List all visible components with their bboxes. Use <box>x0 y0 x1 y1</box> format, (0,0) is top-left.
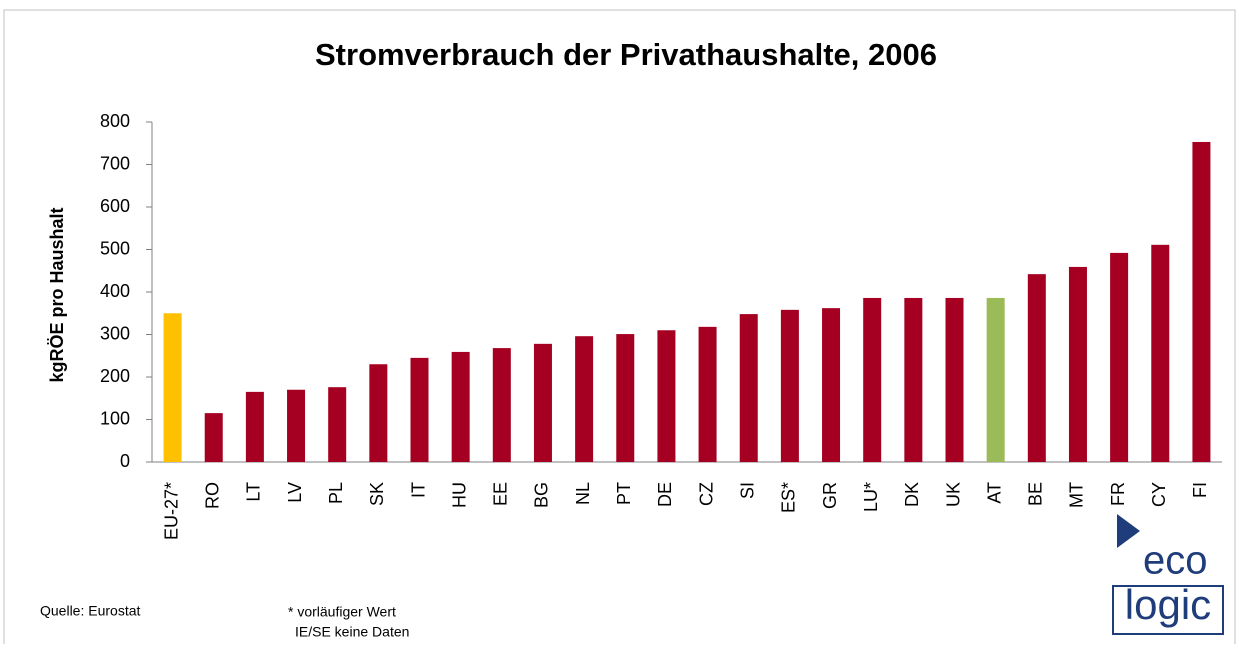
x-tick-label: MT <box>1067 482 1087 508</box>
x-tick-label: DK <box>902 482 922 507</box>
x-tick-label: LV <box>285 482 305 503</box>
x-tick-label: LT <box>244 482 264 502</box>
y-tick-label: 100 <box>100 408 130 428</box>
x-tick-label: NL <box>573 482 593 505</box>
x-tick-label: BE <box>1026 482 1046 506</box>
bar <box>1068 266 1087 462</box>
bar <box>451 351 470 462</box>
bar <box>533 343 552 462</box>
bar <box>945 297 964 462</box>
x-tick-label: GR <box>820 482 840 509</box>
chart-title: Stromverbrauch der Privathaushalte, 2006 <box>315 37 937 72</box>
y-tick-label: 0 <box>120 451 130 471</box>
x-tick-label: EE <box>491 482 511 506</box>
y-tick-label: 600 <box>100 196 130 216</box>
x-tick-label: LU* <box>861 482 881 512</box>
bar <box>780 309 799 462</box>
logo-text: logic <box>1125 581 1211 628</box>
x-tick-label: RO <box>202 482 222 509</box>
note: IE/SE keine Daten <box>295 624 409 640</box>
bar <box>698 326 717 462</box>
bar <box>575 336 594 462</box>
logo-box <box>1112 585 1224 635</box>
x-tick-label: CZ <box>696 482 716 506</box>
bar <box>863 297 882 462</box>
y-axis-label: kgRÖE pro Haushalt <box>47 207 67 382</box>
bar <box>1192 141 1211 462</box>
x-tick-label: IT <box>408 482 428 498</box>
bar <box>1151 244 1170 462</box>
note: * vorläufiger Wert <box>288 604 396 620</box>
x-tick-label: EU-27* <box>161 482 181 540</box>
bar <box>163 313 182 462</box>
bar <box>904 297 923 462</box>
bar <box>657 330 676 462</box>
x-tick-label: PL <box>326 482 346 504</box>
y-tick-label: 300 <box>100 323 130 343</box>
x-tick-label: CY <box>1149 482 1169 507</box>
x-tick-label: AT <box>984 482 1004 504</box>
x-tick-label: BG <box>532 482 552 508</box>
y-tick-label: 200 <box>100 366 130 386</box>
frame <box>3 9 1236 649</box>
bar <box>287 389 306 462</box>
bar <box>1027 274 1046 462</box>
bar <box>492 348 511 462</box>
y-tick-label: 800 <box>100 111 130 131</box>
bar <box>822 308 841 462</box>
bar <box>328 387 347 462</box>
x-tick-label: ES* <box>779 482 799 513</box>
y-tick-label: 500 <box>100 238 130 258</box>
bar <box>245 391 264 462</box>
x-tick-label: SK <box>367 482 387 506</box>
logo-icon <box>1117 514 1140 548</box>
x-tick-label: HU <box>449 482 469 508</box>
x-tick-label: PT <box>614 482 634 505</box>
logo-text: eco <box>1143 539 1208 583</box>
x-tick-label: SI <box>737 482 757 499</box>
bar <box>739 314 758 462</box>
x-tick-label: FR <box>1108 482 1128 506</box>
x-tick-label: DE <box>655 482 675 507</box>
y-tick-label: 400 <box>100 281 130 301</box>
bar <box>616 334 635 462</box>
bar <box>1110 252 1129 462</box>
bar <box>410 357 429 462</box>
y-tick-label: 700 <box>100 153 130 173</box>
source: Quelle: Eurostat <box>40 603 140 619</box>
bar <box>369 364 388 462</box>
x-tick-label: FI <box>1190 482 1210 498</box>
bar <box>986 297 1005 462</box>
x-tick-label: UK <box>943 482 963 507</box>
bar <box>204 413 223 462</box>
